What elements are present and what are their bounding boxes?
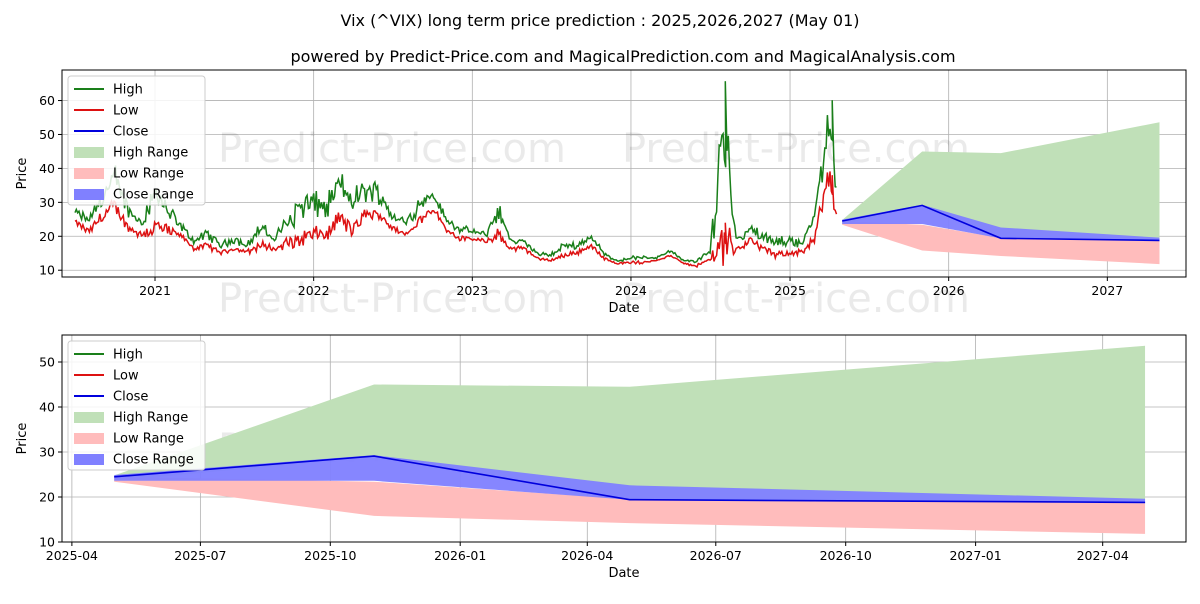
x-axis-label: Date bbox=[608, 566, 639, 581]
y-tick-label: 30 bbox=[39, 195, 55, 210]
close-forecast-line bbox=[842, 204, 1160, 242]
legend-swatch-patch bbox=[74, 147, 104, 158]
x-tick-label: 2026-10 bbox=[820, 548, 872, 563]
x-tick-label: 2026-07 bbox=[690, 548, 742, 563]
legend-label: High bbox=[113, 348, 143, 363]
y-tick-label: 50 bbox=[39, 355, 55, 370]
x-tick-label: 2026-04 bbox=[561, 548, 613, 563]
x-tick-label: 2026 bbox=[933, 283, 965, 298]
legend-label: Close Range bbox=[113, 188, 194, 203]
low-range-band bbox=[842, 221, 1160, 265]
y-axis-label: Price bbox=[15, 423, 30, 455]
legend-label: Close bbox=[113, 125, 148, 140]
legend-swatch-patch bbox=[74, 168, 104, 179]
plot-frame bbox=[61, 69, 1187, 278]
x-tick-label: 2027-01 bbox=[949, 548, 1001, 563]
top-panel: Predict-Price.com Predict-Price.com Predic… bbox=[15, 69, 1187, 322]
legend-label: High Range bbox=[113, 411, 188, 426]
watermark: Predict-Price.com bbox=[218, 126, 566, 172]
x-tick-label: 2022 bbox=[298, 283, 330, 298]
legend-swatch-patch bbox=[74, 454, 104, 465]
y-axis-label: Price bbox=[15, 158, 30, 190]
y-tick-label: 10 bbox=[39, 263, 55, 278]
legend-label: Low Range bbox=[113, 432, 184, 447]
x-tick-label: 2025 bbox=[774, 283, 806, 298]
x-tick-label: 2026-01 bbox=[434, 548, 486, 563]
high-range-band bbox=[842, 122, 1160, 240]
high-series-line bbox=[74, 81, 837, 264]
legend-swatch-patch bbox=[74, 433, 104, 444]
y-tick-label: 60 bbox=[39, 93, 55, 108]
y-axis: 10 20 30 40 50 60 bbox=[39, 93, 62, 278]
watermark: Predict-Price.com bbox=[218, 276, 566, 322]
legend-label: Close Range bbox=[113, 453, 194, 468]
x-tick-label: 2024 bbox=[615, 283, 647, 298]
x-tick-label: 2027-04 bbox=[1077, 548, 1129, 563]
chart-subtitle: powered by Predict-Price.com and Magical… bbox=[290, 47, 955, 66]
legend: High Low Close High Range Low Range Close Ran… bbox=[67, 75, 206, 206]
x-tick-label: 2023 bbox=[456, 283, 488, 298]
close-range-band bbox=[842, 204, 1160, 241]
y-tick-label: 40 bbox=[39, 161, 55, 176]
x-axis: 2021 2022 2023 2024 2025 2026 2027 bbox=[139, 277, 1123, 298]
low-series-line bbox=[74, 171, 838, 269]
y-tick-label: 30 bbox=[39, 445, 55, 460]
x-tick-label: 2025-04 bbox=[46, 548, 98, 563]
legend-label: Low bbox=[113, 104, 139, 119]
chart-title: Vix (^VIX) long term price prediction : … bbox=[340, 11, 859, 30]
x-tick-label: 2025-10 bbox=[304, 548, 356, 563]
y-tick-label: 20 bbox=[39, 229, 55, 244]
close-range-band bbox=[114, 455, 1146, 503]
legend-label: Low bbox=[113, 369, 139, 384]
x-tick-label: 2021 bbox=[139, 283, 171, 298]
y-tick-label: 20 bbox=[39, 490, 55, 505]
x-axis-label: Date bbox=[608, 301, 639, 316]
y-axis: 10 20 30 40 50 bbox=[39, 355, 62, 550]
x-axis: 2025-04 2025-07 2025-10 2026-01 2026-04 2026-… bbox=[46, 542, 1129, 563]
legend-label: High bbox=[113, 83, 143, 98]
bottom-panel: Predict-Price.comPredict-Price.com2025-0… bbox=[15, 334, 1187, 581]
legend: High Low Close High Range Low Range Close Ran… bbox=[67, 340, 206, 471]
low-range-band bbox=[114, 476, 1146, 534]
close-forecast-line bbox=[114, 455, 1146, 504]
y-tick-label: 50 bbox=[39, 127, 55, 142]
plot-area bbox=[74, 81, 1160, 269]
legend-label: Low Range bbox=[113, 167, 184, 182]
watermark: Predict-Price.com bbox=[622, 276, 970, 322]
legend-swatch-patch bbox=[74, 189, 104, 200]
y-tick-label: 10 bbox=[39, 535, 55, 550]
plot-area bbox=[114, 345, 1146, 534]
legend-label: Close bbox=[113, 390, 148, 405]
legend-label: High Range bbox=[113, 146, 188, 161]
high-range-band bbox=[114, 345, 1146, 502]
legend-swatch-patch bbox=[74, 412, 104, 423]
x-tick-label: 2025-07 bbox=[174, 548, 226, 563]
plot-frame bbox=[61, 334, 1187, 543]
y-tick-label: 40 bbox=[39, 400, 55, 415]
x-tick-label: 2027 bbox=[1091, 283, 1123, 298]
